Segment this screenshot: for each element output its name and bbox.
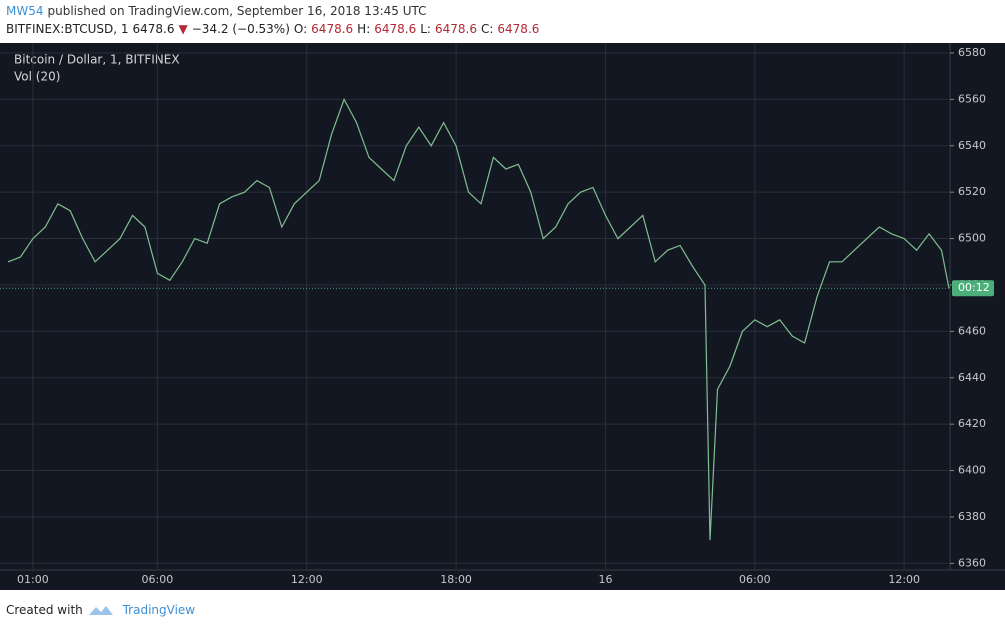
y-tick-label: 6460 — [958, 324, 986, 337]
x-tick-label: 06:00 — [739, 573, 771, 586]
y-tick-label: 6520 — [958, 185, 986, 198]
created-with: Created with — [6, 603, 83, 617]
chart: Bitcoin / Dollar, 1, BITFINEX Vol (20) 6… — [0, 43, 1005, 590]
legend-volume: Vol (20) — [14, 70, 60, 84]
header-text: O: — [293, 22, 308, 36]
y-tick-label: 6560 — [958, 92, 986, 105]
header-text: 6478.6 — [311, 22, 354, 36]
header-text: −34.2 (−0.53%) — [191, 22, 290, 36]
y-tick-label: 6500 — [958, 232, 986, 245]
header-text: L: — [420, 22, 431, 36]
header-text: ▼ — [178, 22, 188, 36]
logo — [89, 606, 113, 615]
x-tick-label: 12:00 — [888, 573, 920, 586]
y-tick-label: 6360 — [958, 556, 986, 569]
header-text: 6478.6 — [434, 22, 477, 36]
last-price-badge — [952, 280, 994, 297]
header-text: published on TradingView.com, September … — [47, 4, 427, 18]
header-text: BITFINEX:BTCUSD, 1 — [6, 22, 129, 36]
header-text: 6478.6 — [497, 22, 540, 36]
header-text: C: — [480, 22, 494, 36]
header-text: 6478.6 — [132, 22, 175, 36]
x-tick-label: 12:00 — [291, 573, 323, 586]
x-tick-label: 06:00 — [142, 573, 174, 586]
y-tick-label: 6580 — [958, 46, 986, 59]
y-tick-label: 6440 — [958, 371, 986, 384]
header-text: MW54 — [6, 4, 44, 18]
publish-line: MW54 published on TradingView.com, Septem… — [6, 4, 431, 18]
y-tick-label: 6420 — [958, 417, 986, 430]
x-tick-label: 16 — [598, 573, 612, 586]
footer: Created with TradingView — [6, 603, 195, 617]
y-tick-label: 6540 — [958, 139, 986, 152]
legend-symbol: Bitcoin / Dollar, 1, BITFINEX — [14, 53, 180, 67]
last-price-badge-text: 00:12 — [958, 281, 990, 294]
x-tick-label: 18:00 — [440, 573, 472, 586]
header-text: 6478.6 — [374, 22, 417, 36]
y-tick-label: 6400 — [958, 464, 986, 477]
header-text: H: — [357, 22, 371, 36]
x-tick-label: 01:00 — [17, 573, 49, 586]
chart-bg — [0, 43, 1005, 590]
price-line — [7, 97, 950, 541]
brand[interactable]: TradingView — [122, 603, 196, 617]
y-tick-label: 6380 — [958, 510, 986, 523]
quote-line: BITFINEX:BTCUSD, 1 6478.6 ▼ −34.2 (−0.53%) O… — [6, 22, 543, 36]
